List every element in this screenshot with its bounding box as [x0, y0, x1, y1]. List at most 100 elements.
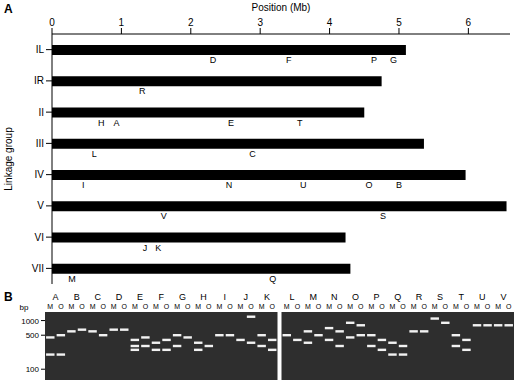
- svg-text:U: U: [479, 292, 486, 302]
- svg-text:M: M: [474, 303, 480, 310]
- svg-text:O: O: [443, 303, 449, 310]
- svg-text:M: M: [347, 303, 353, 310]
- svg-text:N: N: [331, 292, 338, 302]
- svg-text:Position (Mb): Position (Mb): [252, 2, 311, 13]
- svg-text:V: V: [500, 292, 506, 302]
- svg-text:O: O: [379, 303, 385, 310]
- svg-text:L: L: [290, 292, 295, 302]
- svg-text:O: O: [206, 303, 212, 310]
- svg-text:Linkage group: Linkage group: [3, 127, 14, 191]
- svg-text:6: 6: [466, 17, 472, 28]
- svg-text:1000: 1000: [21, 317, 39, 326]
- svg-text:H: H: [200, 292, 207, 302]
- svg-text:O: O: [248, 303, 254, 310]
- svg-text:O: O: [185, 303, 191, 310]
- svg-text:M: M: [238, 303, 244, 310]
- svg-text:O: O: [506, 303, 512, 310]
- svg-text:O: O: [79, 303, 85, 310]
- svg-text:F: F: [286, 55, 292, 65]
- svg-text:M: M: [153, 303, 159, 310]
- svg-text:C: C: [249, 149, 256, 159]
- svg-text:U: U: [300, 180, 307, 190]
- svg-text:M: M: [68, 303, 74, 310]
- svg-text:J: J: [244, 292, 249, 302]
- svg-text:II: II: [38, 107, 44, 118]
- svg-text:O: O: [366, 180, 373, 190]
- svg-text:IR: IR: [34, 75, 44, 86]
- svg-text:M: M: [432, 303, 438, 310]
- svg-text:0: 0: [49, 17, 55, 28]
- svg-text:M: M: [368, 303, 374, 310]
- svg-text:M: M: [453, 303, 459, 310]
- svg-text:IL: IL: [36, 44, 45, 55]
- svg-text:A: A: [114, 118, 120, 128]
- svg-text:O: O: [464, 303, 470, 310]
- svg-text:R: R: [416, 292, 423, 302]
- svg-text:5: 5: [396, 17, 402, 28]
- svg-text:S: S: [437, 292, 443, 302]
- svg-text:O: O: [337, 303, 343, 310]
- svg-text:O: O: [269, 303, 275, 310]
- svg-text:F: F: [159, 292, 165, 302]
- svg-text:K: K: [264, 292, 270, 302]
- svg-text:N: N: [226, 180, 233, 190]
- svg-text:III: III: [36, 138, 44, 149]
- svg-text:M: M: [326, 303, 332, 310]
- svg-text:D: D: [210, 55, 217, 65]
- svg-text:M: M: [305, 303, 311, 310]
- svg-text:B: B: [4, 290, 13, 304]
- svg-text:C: C: [95, 292, 102, 302]
- svg-text:bp: bp: [20, 303, 29, 312]
- svg-text:T: T: [297, 118, 303, 128]
- svg-text:K: K: [155, 243, 161, 253]
- svg-text:M: M: [132, 303, 138, 310]
- svg-text:M: M: [411, 303, 417, 310]
- svg-text:A: A: [53, 292, 59, 302]
- svg-text:V: V: [37, 200, 44, 211]
- svg-text:E: E: [137, 292, 143, 302]
- svg-text:G: G: [179, 292, 186, 302]
- svg-text:O: O: [358, 303, 364, 310]
- svg-text:O: O: [58, 303, 64, 310]
- svg-text:M: M: [174, 303, 180, 310]
- svg-text:B: B: [74, 292, 80, 302]
- svg-text:M: M: [216, 303, 222, 310]
- svg-text:100: 100: [26, 365, 40, 374]
- svg-text:3: 3: [257, 17, 263, 28]
- svg-text:Q: Q: [269, 274, 276, 284]
- svg-text:M: M: [309, 292, 317, 302]
- svg-text:VII: VII: [32, 263, 44, 274]
- svg-text:O: O: [227, 303, 233, 310]
- svg-text:M: M: [284, 303, 290, 310]
- svg-text:L: L: [92, 149, 97, 159]
- svg-text:M: M: [111, 303, 117, 310]
- svg-text:500: 500: [26, 331, 40, 340]
- svg-text:M: M: [47, 303, 53, 310]
- svg-text:D: D: [116, 292, 123, 302]
- svg-text:IV: IV: [35, 169, 45, 180]
- svg-text:2: 2: [188, 17, 194, 28]
- svg-text:O: O: [122, 303, 128, 310]
- svg-text:R: R: [139, 86, 146, 96]
- svg-text:M: M: [259, 303, 265, 310]
- svg-text:G: G: [390, 55, 397, 65]
- svg-text:I: I: [82, 180, 85, 190]
- svg-text:E: E: [228, 118, 234, 128]
- svg-text:V: V: [161, 211, 167, 221]
- svg-text:M: M: [68, 274, 76, 284]
- svg-text:VI: VI: [35, 232, 44, 243]
- svg-text:M: M: [495, 303, 501, 310]
- svg-text:O: O: [164, 303, 170, 310]
- svg-text:T: T: [458, 292, 464, 302]
- svg-text:H: H: [98, 118, 105, 128]
- svg-text:O: O: [295, 303, 301, 310]
- svg-text:M: M: [90, 303, 96, 310]
- svg-text:P: P: [374, 292, 380, 302]
- svg-text:O: O: [400, 303, 406, 310]
- svg-text:O: O: [421, 303, 427, 310]
- svg-text:4: 4: [327, 17, 333, 28]
- svg-text:J: J: [143, 243, 148, 253]
- svg-text:M: M: [195, 303, 201, 310]
- svg-text:M: M: [390, 303, 396, 310]
- svg-text:1: 1: [119, 17, 125, 28]
